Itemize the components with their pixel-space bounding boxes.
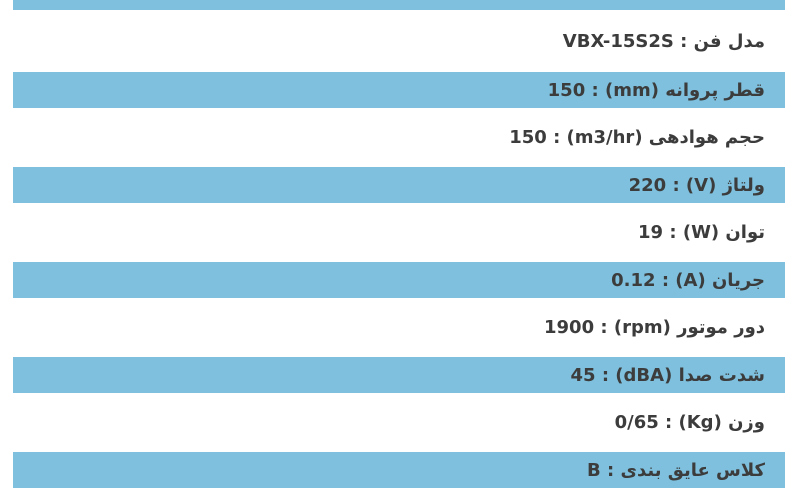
spec-row-impeller-diameter: قطر پروانه (mm) : 150 <box>13 72 785 108</box>
spec-row-model: مدل فن : VBX-15S2S <box>13 10 785 72</box>
spec-label: دور موتور (rpm) <box>613 317 765 338</box>
label-value-separator: : <box>655 269 676 291</box>
spec-label: قطر پروانه (mm) <box>604 79 765 101</box>
spec-row-insulation-class: کلاس عایق بندی : B <box>13 452 785 488</box>
spec-value: 150 <box>509 127 547 148</box>
spec-label: مدل فن <box>693 30 765 52</box>
spec-value: 45 <box>570 364 596 386</box>
spec-value: 150 <box>547 79 586 101</box>
spec-row-air-volume: حجم هوادهی (m3/hr) : 150 <box>13 108 785 167</box>
spec-row-noise-level: شدت صدا (dBA) : 45 <box>13 357 785 393</box>
spec-value: 0.12 <box>611 269 656 291</box>
spec-value: B <box>586 459 601 481</box>
spec-value: 19 <box>638 222 664 243</box>
label-value-separator: : <box>600 459 621 481</box>
spec-label: کلاس عایق بندی <box>620 459 765 481</box>
spec-row-power: توان (W) : 19 <box>13 203 785 262</box>
label-value-separator: : <box>658 412 679 433</box>
spec-label: جریان (A) <box>675 269 765 291</box>
spec-row-motor-speed: دور موتور (rpm) : 1900 <box>13 298 785 357</box>
spec-row-current: جریان (A) : 0.12 <box>13 262 785 298</box>
label-value-separator: : <box>585 79 605 101</box>
spec-label: وزن (Kg) <box>678 412 766 433</box>
spec-value: 0/65 <box>614 412 659 433</box>
label-value-separator: : <box>595 364 616 386</box>
spec-value: 220 <box>628 174 667 196</box>
label-value-separator: : <box>673 30 694 52</box>
label-value-separator: : <box>666 174 686 196</box>
spec-label: شدت صدا (dBA) <box>615 364 765 386</box>
spec-value: 1900 <box>544 317 595 338</box>
spec-label: ولتاژ (V) <box>685 174 765 196</box>
table-row-partial-top <box>13 0 785 10</box>
spec-row-weight: وزن (Kg) : 0/65 <box>13 393 785 452</box>
label-value-separator: : <box>594 317 614 338</box>
spec-row-voltage: ولتاژ (V) : 220 <box>13 167 785 203</box>
spec-label: توان (W) <box>682 222 765 243</box>
spec-value: VBX-15S2S <box>562 30 674 52</box>
label-value-separator: : <box>546 127 567 148</box>
label-value-separator: : <box>663 222 683 243</box>
spec-label: حجم هوادهی (m3/hr) <box>566 127 765 148</box>
